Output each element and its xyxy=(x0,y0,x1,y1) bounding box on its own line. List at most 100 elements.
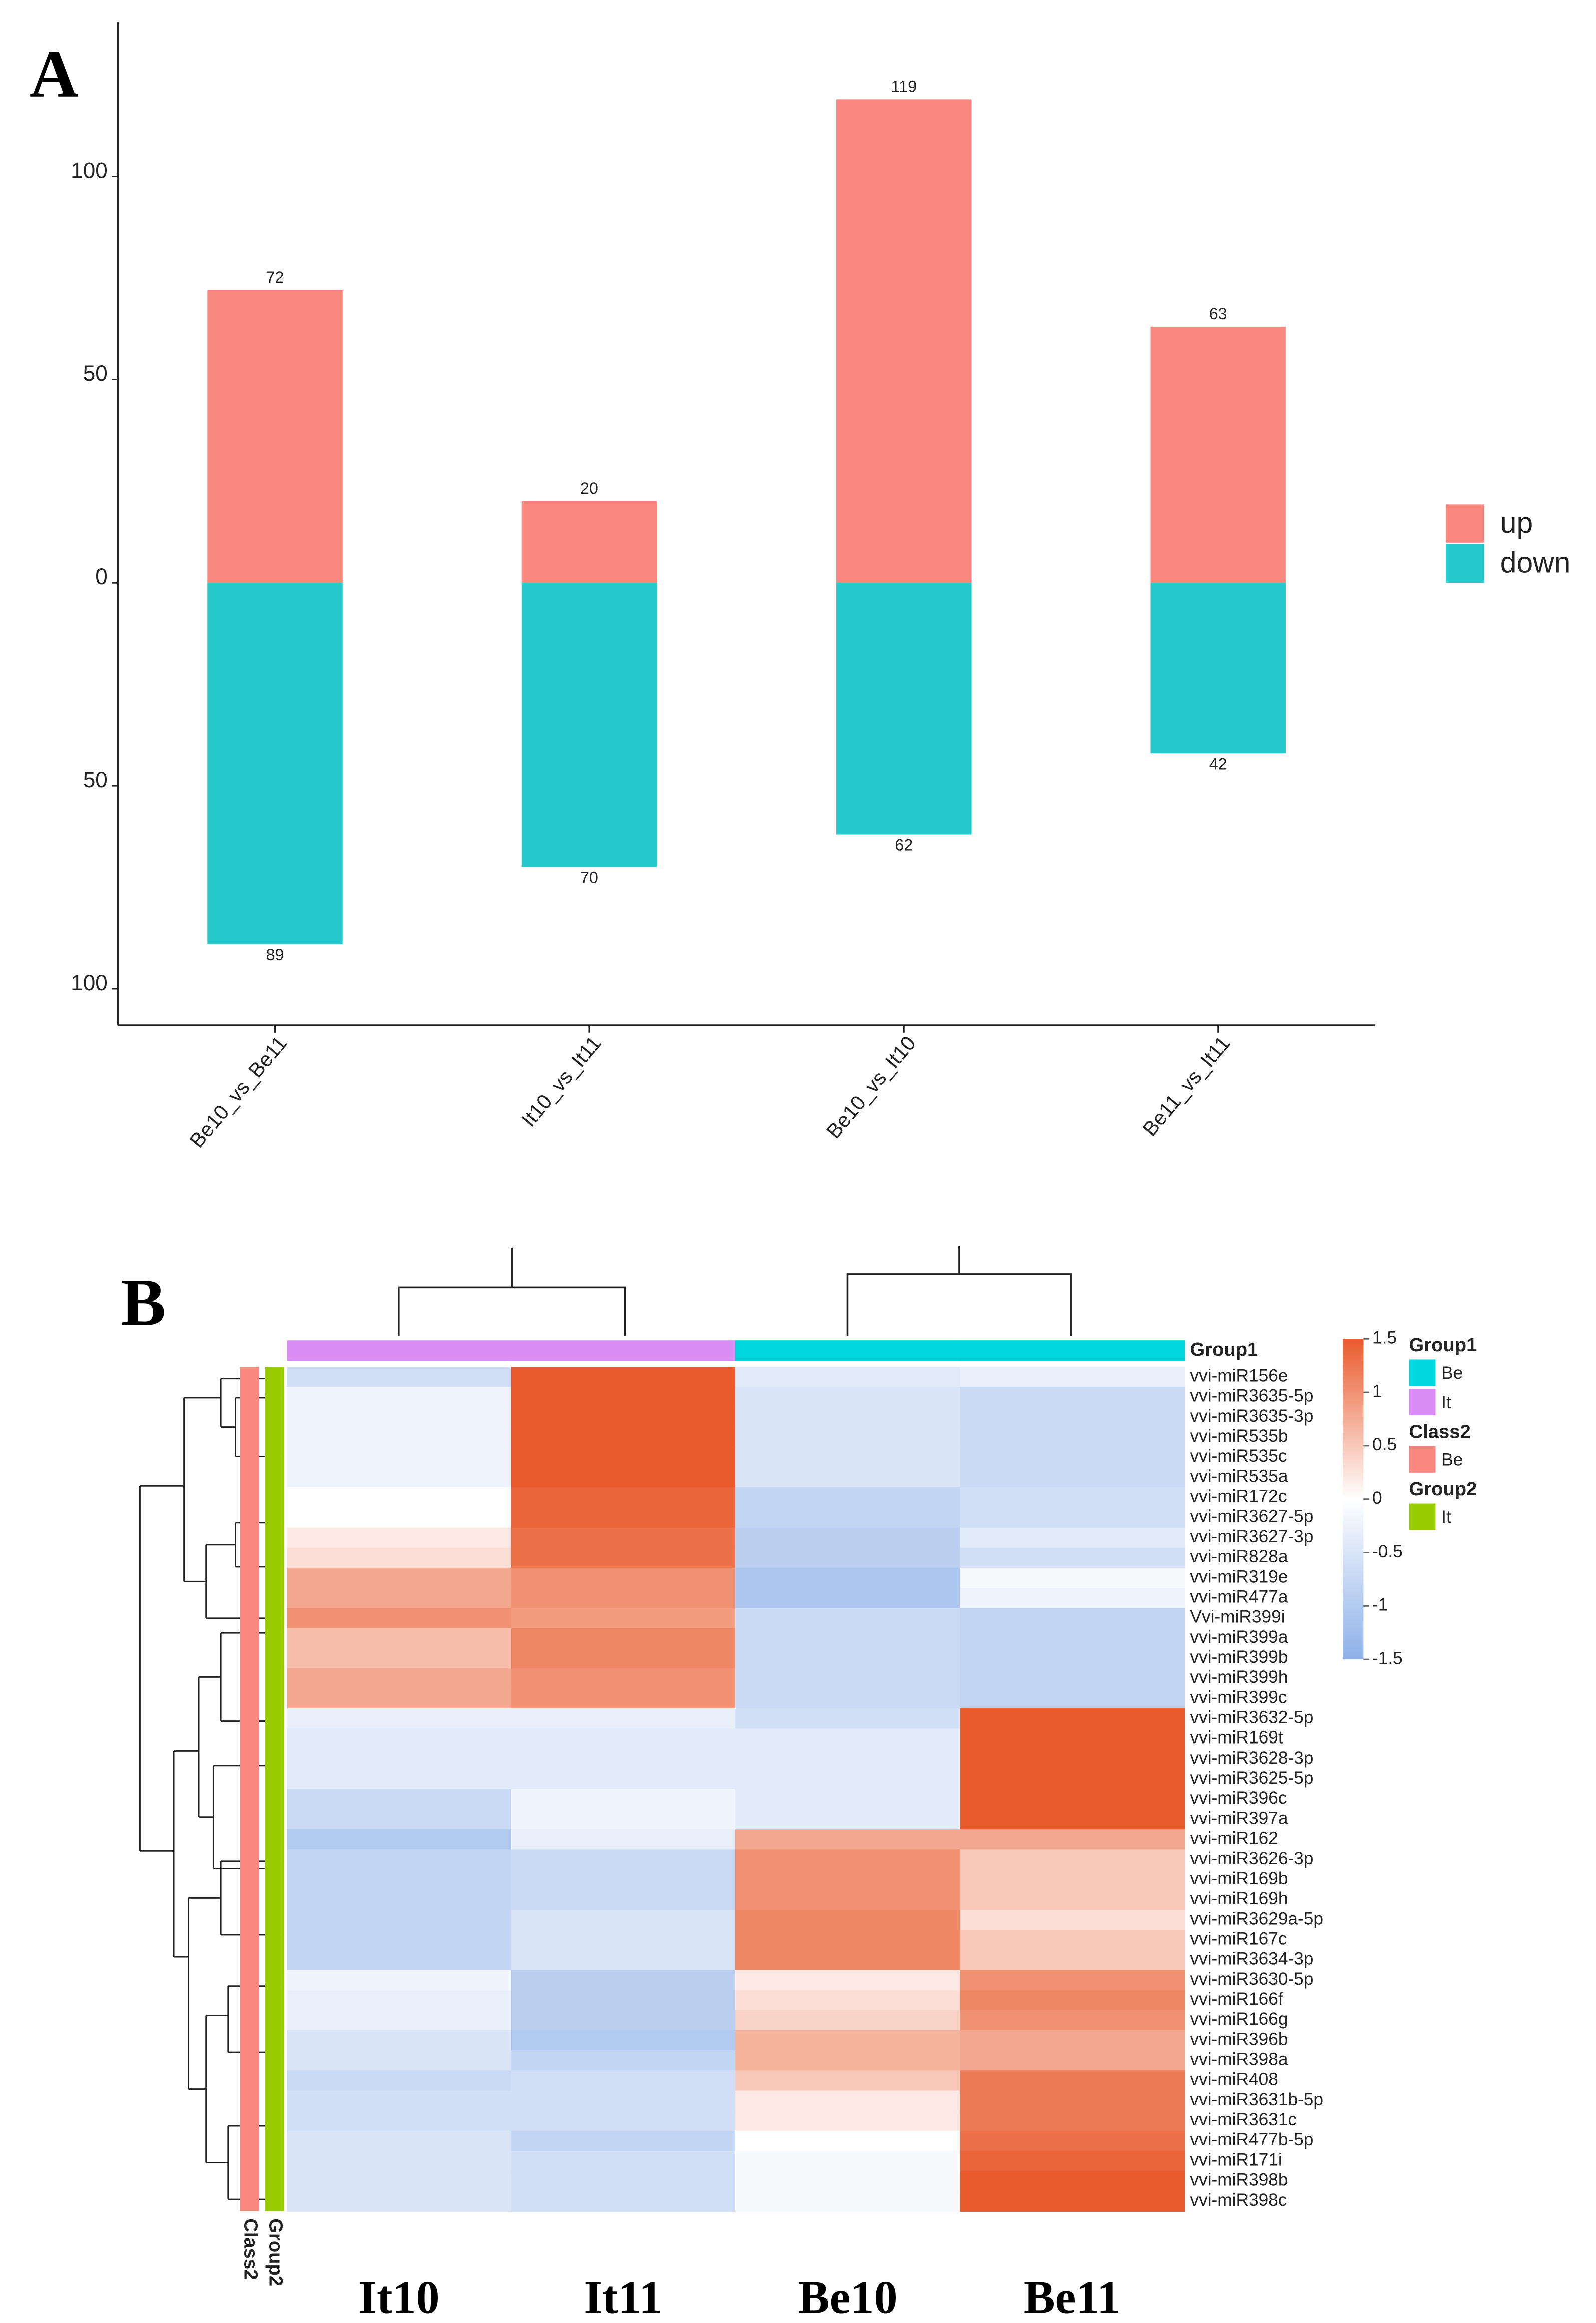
column-annotation xyxy=(511,1340,736,1361)
column-annotation xyxy=(960,1340,1185,1361)
heatmap-cell xyxy=(287,1930,512,1951)
heatmap-cell xyxy=(960,1930,1185,1951)
heatmap-cell xyxy=(735,1708,961,1729)
heatmap-cell xyxy=(511,1889,736,1911)
bar xyxy=(1150,326,1286,583)
heatmap-cell xyxy=(287,1547,512,1569)
heatmap-cell xyxy=(287,2130,512,2152)
heatmap-cell xyxy=(960,1527,1185,1549)
colorbar xyxy=(1343,1339,1364,1660)
data-label: 70 xyxy=(580,869,598,887)
heatmap-cell xyxy=(287,1668,512,1689)
heatmap-cell xyxy=(511,1749,736,1770)
x-tick-label: Be10_vs_Be11 xyxy=(185,1032,292,1152)
heatmap-cell xyxy=(960,1387,1185,1408)
legend-swatch xyxy=(1445,504,1484,543)
x-tick-label: It10_vs_It11 xyxy=(517,1032,605,1131)
colorbar-tick-label: 1.5 xyxy=(1372,1328,1397,1348)
heatmap-cell xyxy=(960,2010,1185,2031)
heatmap-cell xyxy=(960,1367,1185,1388)
heatmap-cell xyxy=(960,1588,1185,1609)
heatmap-cell xyxy=(511,1829,736,1850)
heatmap-cell xyxy=(735,1648,961,1669)
colorbar-tick-label: 1 xyxy=(1372,1381,1382,1401)
y-tick-label: 50 xyxy=(83,768,108,792)
column-dendrogram xyxy=(398,1246,1072,1336)
row-label: vvi-miR396c xyxy=(1190,1788,1287,1808)
heatmap-cell xyxy=(511,2090,736,2112)
heatmap-cell xyxy=(960,1407,1185,1428)
row-label: vvi-miR397a xyxy=(1190,1808,1288,1828)
row-annotation xyxy=(265,1367,284,2211)
row-label: vvi-miR171i xyxy=(1190,2150,1282,2169)
heatmap-cell xyxy=(960,1970,1185,1991)
heatmap-cell xyxy=(960,2090,1185,2112)
heatmap-cell xyxy=(511,1950,736,1971)
heatmap-cell xyxy=(960,1648,1185,1669)
row-label: vvi-miR3635-5p xyxy=(1190,1386,1313,1406)
heatmap-cell xyxy=(287,2010,512,2031)
heatmap-cell xyxy=(511,1407,736,1428)
heatmap-cell xyxy=(287,1427,512,1448)
data-label: 72 xyxy=(266,268,284,286)
heatmap-cell xyxy=(511,2191,736,2212)
row-dendrogram xyxy=(139,1378,284,2200)
heatmap-cell xyxy=(735,1608,961,1629)
heatmap-cell xyxy=(287,1628,512,1649)
x-tick-label: Be11_vs_It11 xyxy=(1138,1032,1235,1141)
row-label: vvi-miR162 xyxy=(1190,1829,1278,1848)
heatmap-cell xyxy=(287,1608,512,1629)
heatmap-cell xyxy=(960,1507,1185,1528)
legend-swatch xyxy=(1445,544,1484,583)
heatmap-cell xyxy=(287,1829,512,1850)
row-label: Vvi-miR399i xyxy=(1190,1607,1285,1627)
y-tick-label: 50 xyxy=(83,361,108,386)
heatmap-cell xyxy=(287,1367,512,1388)
heatmap-cell xyxy=(735,1487,961,1508)
heatmap-cell xyxy=(735,1688,961,1709)
heatmap-cell xyxy=(511,1588,736,1609)
heatmap-cell xyxy=(511,1849,736,1871)
heatmap-cell xyxy=(511,1547,736,1569)
colorbar-tick-label: 0 xyxy=(1372,1488,1382,1508)
bar xyxy=(521,583,657,867)
heatmap-cell xyxy=(735,1728,961,1750)
row-label: vvi-miR398b xyxy=(1190,2170,1288,2190)
heatmap-cell xyxy=(511,2110,736,2132)
heatmap-cell xyxy=(735,1789,961,1810)
heatmap-cell xyxy=(511,2171,736,2192)
heatmap-cell xyxy=(960,1809,1185,1830)
heatmap-cell xyxy=(287,1688,512,1709)
row-label: vvi-miR3629a-5p xyxy=(1190,1909,1323,1928)
heatmap-cell xyxy=(960,1769,1185,1790)
heatmap-cell xyxy=(735,1809,961,1830)
row-label: vvi-miR3630-5p xyxy=(1190,1969,1313,1989)
legend-label: up xyxy=(1500,507,1533,539)
y-tick-label: 0 xyxy=(95,564,108,589)
row-label: vvi-miR399h xyxy=(1190,1667,1288,1687)
row-label: vvi-miR535a xyxy=(1190,1466,1288,1486)
heatmap-cell xyxy=(511,1447,736,1468)
heatmap-cell xyxy=(960,2110,1185,2132)
colorbar-tick-label: -1.5 xyxy=(1372,1648,1403,1668)
heatmap-cell xyxy=(960,1447,1185,1468)
heatmap-cell xyxy=(735,1447,961,1468)
row-label: vvi-miR3627-5p xyxy=(1190,1507,1313,1526)
data-label: 20 xyxy=(580,479,598,497)
heatmap-cell xyxy=(511,1487,736,1508)
heatmap-cell xyxy=(511,1990,736,2011)
heatmap-cell xyxy=(287,1387,512,1408)
row-label: vvi-miR398a xyxy=(1190,2050,1288,2069)
heatmap-cell xyxy=(287,1909,512,1931)
heatmap-cell xyxy=(735,2130,961,2152)
heatmap-cell xyxy=(511,1909,736,1931)
heatmap-cell xyxy=(735,2171,961,2192)
x-tick-label: Be10_vs_It10 xyxy=(822,1032,920,1143)
row-label: vvi-miR319e xyxy=(1190,1567,1288,1586)
column-label: It11 xyxy=(584,2271,662,2323)
heatmap-cell xyxy=(511,1427,736,1448)
data-label: 89 xyxy=(266,946,284,964)
heatmap-cell xyxy=(511,1930,736,1951)
data-label: 119 xyxy=(891,77,917,95)
